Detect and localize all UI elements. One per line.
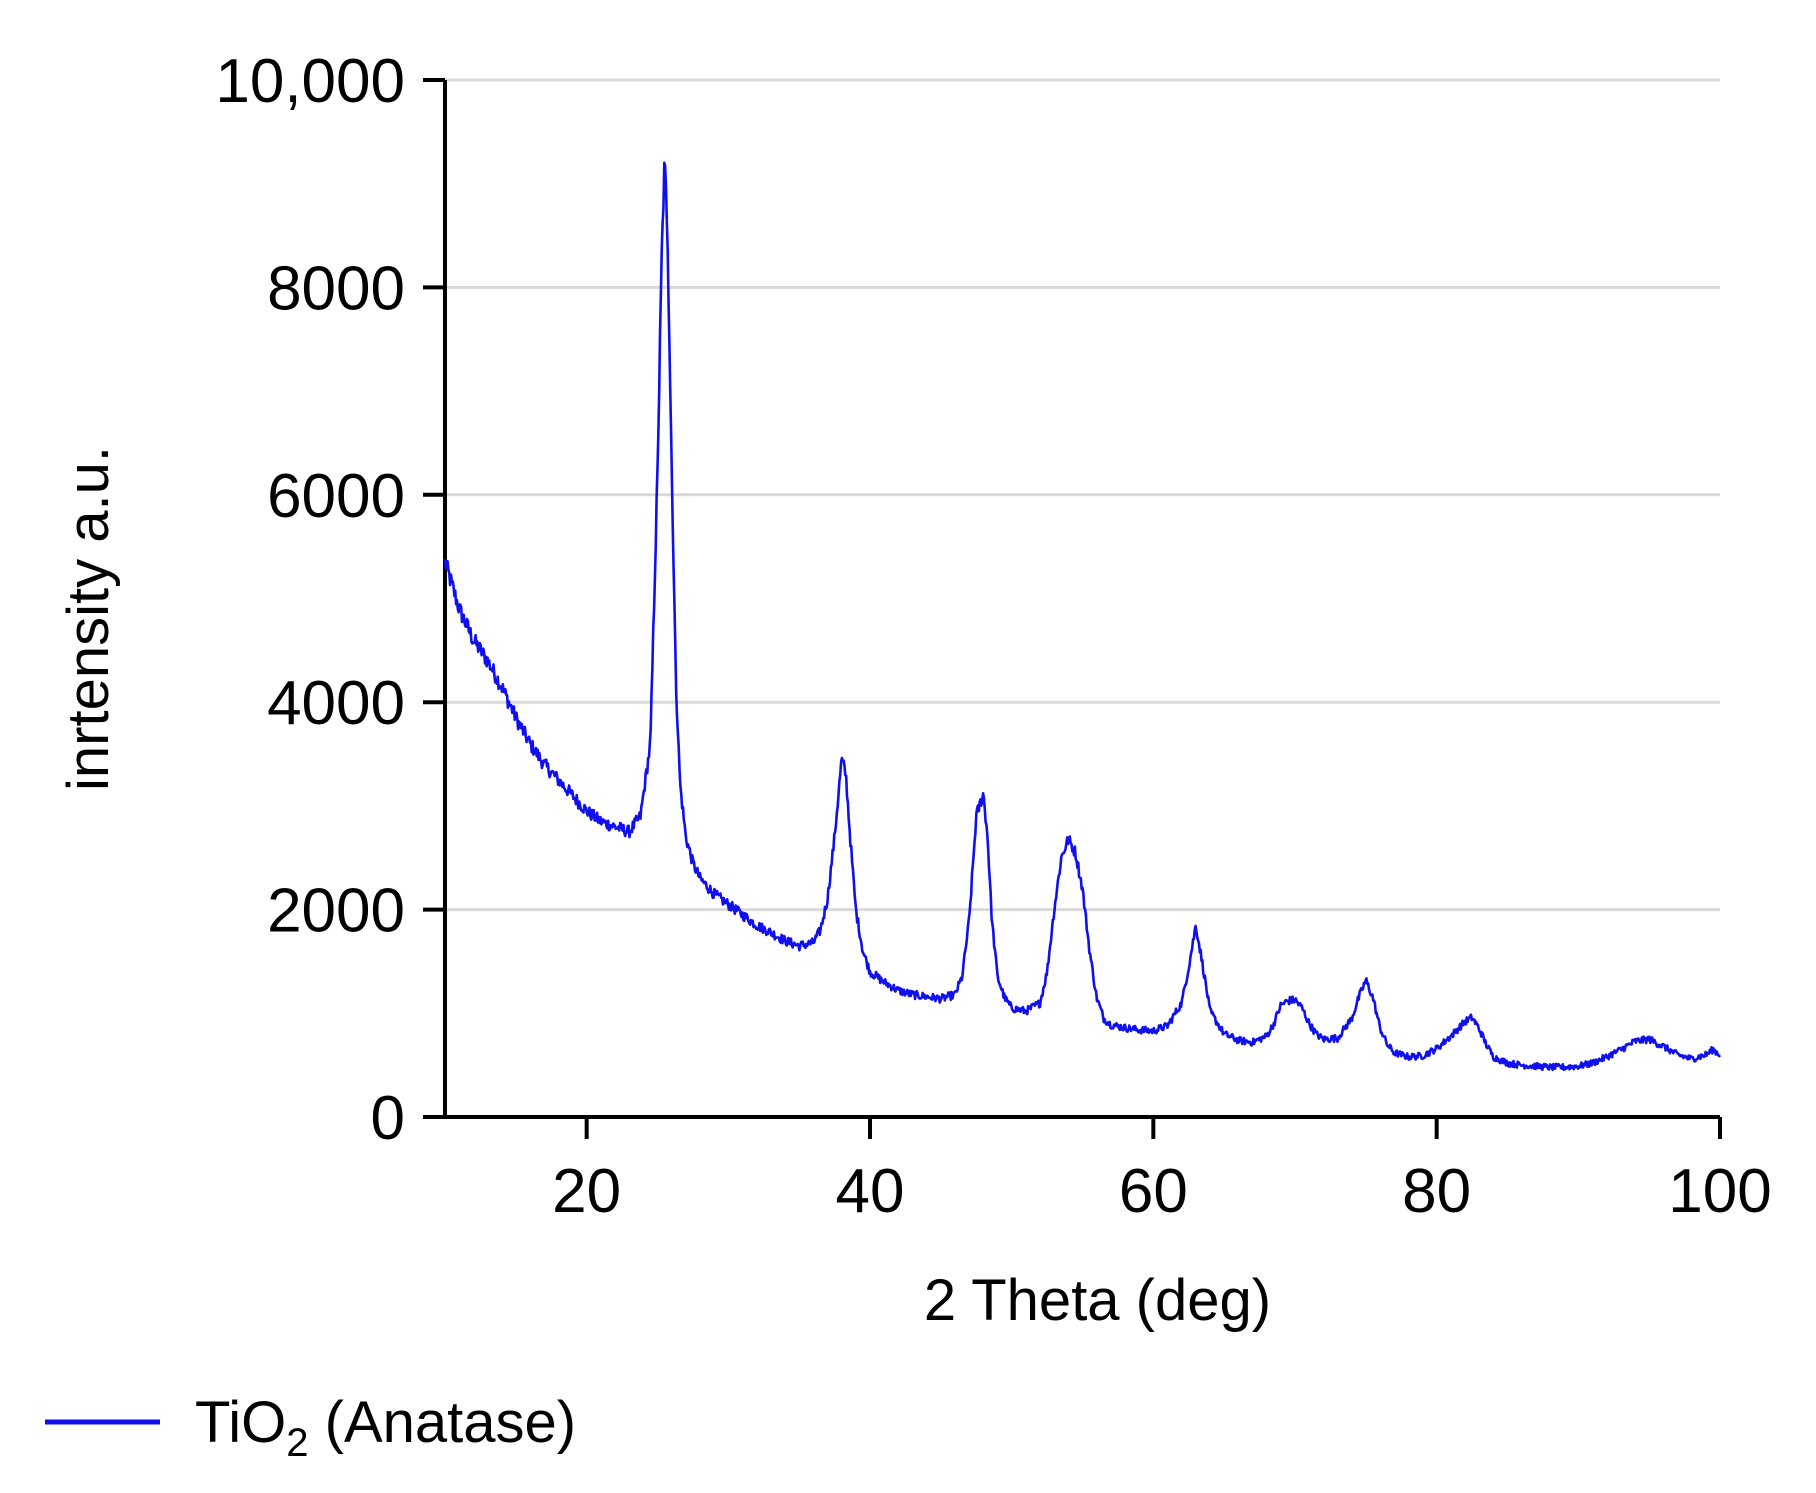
y-axis-title: inrtensity a.u.: [56, 446, 121, 791]
plot-area: [443, 161, 1722, 1072]
legend-label-main: TiO: [195, 1390, 286, 1455]
legend-label-subscript: 2: [286, 1421, 308, 1465]
x-tick-label: 100: [1668, 1157, 1771, 1226]
y-tick-label: 8000: [267, 254, 405, 323]
axes: [423, 78, 1722, 1139]
y-tick-label: 6000: [267, 462, 405, 531]
tick-labels: 0 2000 4000 6000 8000 10,000 20 40 60 80 100: [215, 47, 1771, 1226]
x-tick-label: 20: [552, 1157, 621, 1226]
y-tick-label: 4000: [267, 669, 405, 738]
y-tick-label: 0: [371, 1084, 405, 1153]
series-line: [443, 161, 1722, 1072]
legend-label-rest: (Anatase): [309, 1390, 577, 1455]
gridlines: [445, 78, 1720, 912]
y-tick-label: 10,000: [215, 47, 405, 116]
x-axis-title: 2 Theta (deg): [924, 1268, 1271, 1333]
x-tick-label: 80: [1402, 1157, 1471, 1226]
x-tick-label: 40: [836, 1157, 905, 1226]
y-tick-label: 2000: [267, 877, 405, 946]
legend: TiO2 (Anatase): [45, 1390, 576, 1465]
legend-label: TiO2 (Anatase): [195, 1390, 576, 1465]
x-tick-label: 60: [1119, 1157, 1188, 1226]
